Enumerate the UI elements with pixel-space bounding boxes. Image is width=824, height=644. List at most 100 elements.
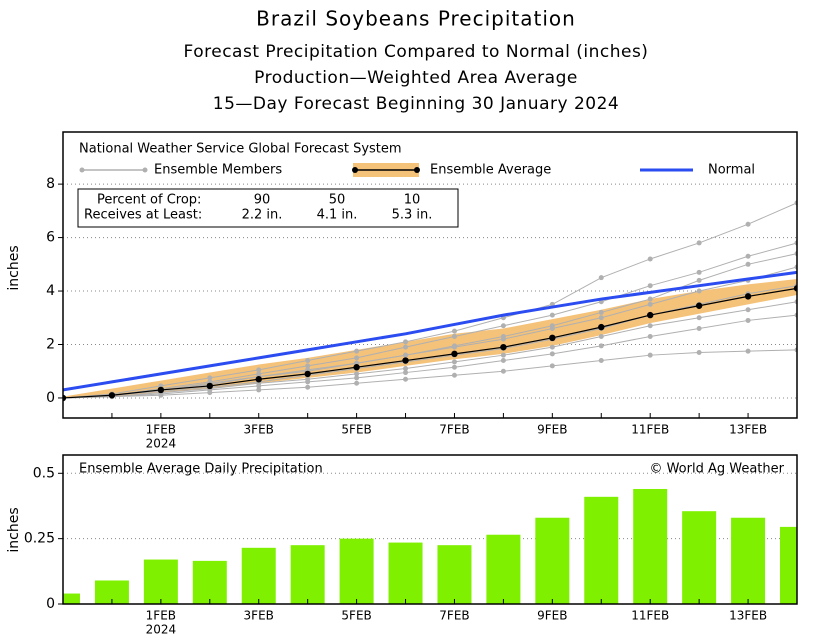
legend-label: Normal <box>708 163 755 178</box>
legend-label: Ensemble Members <box>154 163 282 178</box>
crop-table-cell: 4.1 in. <box>317 208 358 223</box>
crop-table-box <box>77 188 459 228</box>
ensemble-member-point <box>696 240 702 246</box>
bar <box>682 511 717 604</box>
x-tick-label: 9FEB <box>537 423 567 437</box>
crop-table-cell: 2.2 in. <box>242 208 283 223</box>
ensemble-average-line <box>63 287 797 399</box>
ensemble-member-point <box>256 367 262 373</box>
ensemble-range-band <box>63 279 797 398</box>
ensemble-member-point <box>305 379 311 385</box>
bar <box>780 526 797 604</box>
bar <box>633 488 668 604</box>
y-tick-label: 0.5 <box>33 465 55 481</box>
ensemble-member-point <box>549 351 555 357</box>
x-tick-label: 11FEB <box>631 609 669 623</box>
y-tick-label: 4 <box>46 283 55 299</box>
x-tick-label: 11FEB <box>631 423 669 437</box>
ensemble-member-point <box>696 277 702 283</box>
ensemble-average-point <box>451 350 458 358</box>
ensemble-average-point <box>63 394 67 402</box>
ensemble-member-point <box>500 333 506 339</box>
x-tick-label: 7FEB <box>439 609 469 623</box>
ensemble-member-point <box>598 333 604 339</box>
ensemble-member-point <box>745 261 751 267</box>
x-tick-label: 13FEB <box>729 423 767 437</box>
ensemble-member-point <box>451 359 457 365</box>
y-axis-label: inches <box>6 507 22 552</box>
ensemble-member-point <box>696 269 702 275</box>
crop-table-cell: 50 <box>329 193 346 208</box>
ensemble-member-point <box>598 275 604 281</box>
ensemble-member-point <box>207 390 213 396</box>
ensemble-average-point <box>108 392 116 399</box>
ensemble-member-point <box>354 380 360 386</box>
ensemble-member-point <box>451 328 457 334</box>
ensemble-member-point <box>451 333 457 339</box>
ensemble-member-point <box>305 384 311 390</box>
ensemble-average-point <box>695 302 703 309</box>
ensemble-member-point <box>647 333 653 339</box>
chart-subtitle: 15—Day Forecast Beginning 30 January 202… <box>213 94 619 114</box>
ensemble-member-point <box>354 355 360 361</box>
crop-table-cell: Receives at Least: <box>84 208 202 223</box>
source-label: National Weather Service Global Forecast… <box>79 142 402 157</box>
ensemble-member-point <box>451 364 457 370</box>
ensemble-member-point <box>500 368 506 374</box>
bar <box>290 545 325 604</box>
ensemble-member-point <box>305 358 311 364</box>
ensemble-member-point <box>745 307 751 313</box>
x-tick-label: 7FEB <box>439 423 469 437</box>
bottom-panel <box>63 472 797 605</box>
x-tick-label: 13FEB <box>729 609 767 623</box>
y-tick-label: 2 <box>46 336 55 352</box>
top-panel <box>63 183 797 402</box>
ensemble-member-point <box>403 352 409 358</box>
ensemble-member-point <box>256 387 262 393</box>
legend-label: Ensemble Average <box>430 163 551 178</box>
ensemble-member-line <box>63 242 797 399</box>
ensemble-member-point <box>500 323 506 329</box>
chart-subtitle: Forecast Precipitation Compared to Norma… <box>184 42 649 62</box>
crop-table-cell: 90 <box>254 193 271 208</box>
ensemble-member-point <box>745 221 751 227</box>
ensemble-member-point <box>549 344 555 350</box>
crop-table-cell: 5.3 in. <box>392 208 433 223</box>
ensemble-member-point <box>403 370 409 376</box>
ensemble-member-point <box>745 253 751 259</box>
plot-frame <box>62 454 798 605</box>
ensemble-member-point <box>256 383 262 389</box>
ensemble-member-point <box>696 350 702 356</box>
ensemble-average-point <box>304 370 311 378</box>
bar <box>339 538 374 604</box>
ensemble-average-point <box>647 311 654 319</box>
ensemble-member-point <box>451 343 457 349</box>
y-tick-label: 0.25 <box>24 531 55 547</box>
x-tick-label: 3FEB <box>244 609 274 623</box>
ensemble-average-point <box>255 376 262 383</box>
ensemble-member-point <box>305 363 311 369</box>
ensemble-average-point <box>793 285 797 292</box>
chart-subtitle: Production—Weighted Area Average <box>254 68 578 88</box>
ensemble-member-point <box>354 371 360 377</box>
ensemble-member-point <box>549 323 555 329</box>
plot-area <box>63 488 797 604</box>
ensemble-member-point <box>598 343 604 349</box>
bar <box>388 542 423 604</box>
plot-area <box>63 200 797 402</box>
ensemble-member-point <box>647 256 653 262</box>
bar <box>584 496 619 604</box>
bar <box>241 547 276 604</box>
ensemble-member-point <box>403 376 409 382</box>
ensemble-member-point <box>354 375 360 381</box>
ensemble-member-point <box>403 344 409 350</box>
ensemble-average-point <box>206 382 213 390</box>
ensemble-member-point <box>647 301 653 307</box>
crop-table-cell: Percent of Crop: <box>97 193 201 208</box>
ensemble-average-point <box>157 386 165 394</box>
ensemble-average-point <box>353 364 360 371</box>
chart-title: Brazil Soybeans Precipitation <box>256 7 576 31</box>
ensemble-member-line <box>63 202 797 399</box>
ensemble-member-point <box>598 315 604 321</box>
